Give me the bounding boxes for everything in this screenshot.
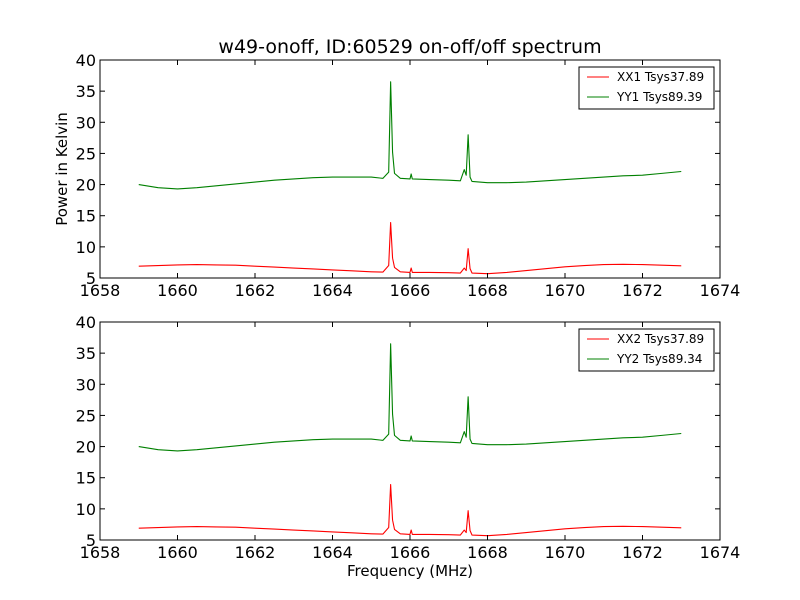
x-tick-label: 1658 [80,543,121,562]
x-axis-label: Frequency (MHz) [347,562,473,580]
bottom-spectrum-panel: 1658 1660 1662 1664 1666 1668 1670 1672 1674 5 10 1… [76,313,741,562]
x-tick-label: 1668 [467,281,508,300]
series-line-yy-panel-2 [138,343,682,452]
y-tick-label: 15 [76,207,96,226]
legend-label: YY2 Tsys89.34 [616,352,702,366]
y-tick-label: 40 [76,51,96,70]
y-tick-label: 30 [76,375,96,394]
y-tick-label: 10 [76,500,96,519]
x-tick-label: 1670 [545,543,586,562]
x-tick-label: 1674 [700,543,741,562]
x-tick-label: 1662 [235,281,276,300]
legend-label: YY1 Tsys89.39 [616,90,702,104]
x-tick-label: 1664 [312,281,353,300]
legend-label: XX2 Tsys37.89 [617,332,704,346]
series-line-xx-panel-2 [138,484,682,537]
legend-panel-1: XX1 Tsys37.89 YY1 Tsys89.39 [578,66,715,110]
x-tick-label: 1674 [700,281,741,300]
y-tick-label: 20 [76,176,96,195]
series-line-xx-panel-1 [138,222,682,275]
x-tick-label: 1658 [80,281,121,300]
x-tick-label: 1668 [467,543,508,562]
x-tick-label: 1670 [545,281,586,300]
y-tick-label: 40 [76,313,96,332]
x-tick-label: 1666 [390,281,431,300]
y-tick-label: 5 [86,531,96,550]
x-tick-label: 1660 [157,543,198,562]
y-tick-label: 5 [86,269,96,288]
y-tick-label: 35 [76,82,96,101]
y-tick-label: 10 [76,238,96,257]
y-tick-label: 25 [76,144,96,163]
top-spectrum-panel: 1658 1660 1662 1664 1666 1668 1670 1672 1674 5 10 1… [76,51,741,300]
series-line-yy-panel-1 [138,81,682,190]
x-tick-label: 1666 [390,543,431,562]
legend-label: XX1 Tsys37.89 [617,70,704,84]
x-tick-label: 1672 [622,281,663,300]
figure-title: w49-onoff, ID:60529 on-off/off spectrum [218,36,601,58]
y-tick-label: 20 [76,438,96,457]
y-tick-label: 25 [76,406,96,425]
y-tick-label: 15 [76,469,96,488]
y-axis-label: Power in Kelvin [53,112,71,226]
legend-box [578,66,715,110]
x-tick-label: 1664 [312,543,353,562]
y-tick-label: 30 [76,113,96,132]
y-tick-label: 35 [76,344,96,363]
legend-box [578,328,715,372]
x-tick-label: 1672 [622,543,663,562]
legend-panel-2: XX2 Tsys37.89 YY2 Tsys89.34 [578,328,715,372]
x-tick-label: 1662 [235,543,276,562]
x-tick-label: 1660 [157,281,198,300]
